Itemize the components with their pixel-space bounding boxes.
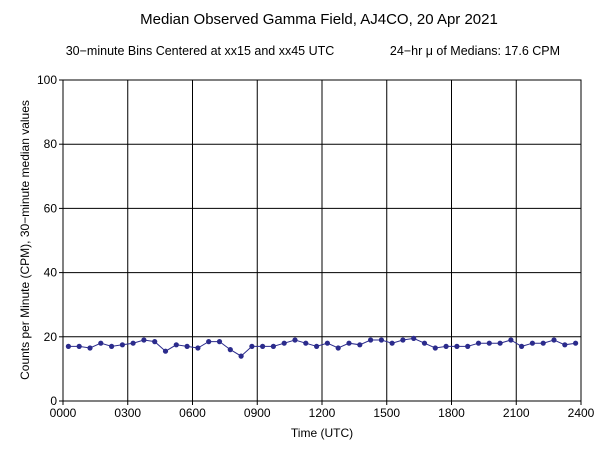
data-point [152, 339, 158, 345]
data-point [519, 343, 525, 349]
data-point [573, 340, 579, 346]
y-tick-label: 60 [44, 201, 58, 215]
data-point [400, 337, 406, 343]
data-point [130, 340, 136, 346]
data-point [443, 343, 449, 349]
grid-lines [63, 80, 581, 401]
x-tick-label: 2400 [568, 406, 595, 420]
data-point [281, 340, 287, 346]
data-point [346, 340, 352, 346]
series-median-cpm [65, 335, 579, 359]
data-point [421, 340, 428, 346]
data-point [216, 339, 223, 345]
data-point [98, 340, 104, 346]
data-point [497, 340, 503, 346]
data-point [195, 345, 201, 351]
data-point [76, 343, 82, 349]
chart-subtitle-bins: 30−minute Bins Centered at xx15 and xx45… [66, 44, 335, 58]
chart-title: Median Observed Gamma Field, AJ4CO, 20 A… [140, 11, 498, 28]
x-axis-ticks: 0000 0300 0600 0900 1200 1500 1800 2100 2400 [50, 401, 595, 420]
x-tick-label: 1800 [438, 406, 465, 420]
data-point [432, 345, 438, 351]
data-point [411, 335, 417, 341]
data-point [486, 340, 492, 346]
data-point [562, 342, 568, 348]
data-point [368, 337, 374, 343]
data-point [357, 342, 363, 348]
data-point [303, 340, 309, 346]
data-point [551, 337, 557, 343]
data-point [378, 337, 384, 343]
x-tick-label: 2100 [503, 406, 530, 420]
x-tick-label: 0000 [50, 406, 77, 420]
y-tick-label: 100 [37, 73, 57, 87]
data-point [292, 337, 298, 343]
data-point [162, 348, 169, 354]
data-point [529, 340, 536, 346]
data-point [227, 347, 233, 353]
data-point [119, 342, 125, 348]
x-tick-label: 1200 [309, 406, 336, 420]
y-tick-label: 0 [50, 394, 57, 408]
data-point [270, 343, 276, 349]
data-point [238, 353, 244, 359]
y-tick-label: 80 [44, 137, 58, 151]
data-point [540, 340, 546, 346]
y-axis-ticks: 0 20 40 60 80 100 [37, 73, 63, 408]
data-point [184, 343, 190, 349]
data-point [173, 342, 179, 348]
data-point [508, 337, 514, 343]
data-point [314, 343, 320, 349]
x-tick-label: 0300 [114, 406, 141, 420]
y-tick-label: 20 [44, 330, 58, 344]
data-point [141, 337, 147, 343]
data-point [389, 340, 395, 346]
data-point [465, 343, 471, 349]
data-point [87, 345, 93, 351]
x-axis-label: Time (UTC) [291, 426, 353, 440]
data-point [454, 343, 460, 349]
x-tick-label: 1500 [373, 406, 400, 420]
y-tick-label: 40 [44, 266, 58, 280]
data-point [260, 343, 266, 349]
data-point [206, 339, 212, 345]
data-point [65, 343, 71, 349]
x-tick-label: 0600 [179, 406, 206, 420]
data-point [475, 340, 482, 346]
chart-subtitle-mean: 24−hr μ of Medians: 17.6 CPM [390, 44, 560, 58]
x-tick-label: 0900 [244, 406, 271, 420]
data-point [324, 340, 330, 346]
y-axis-label: Counts per Minute (CPM), 30−minute media… [18, 100, 32, 380]
data-point [109, 343, 115, 349]
data-point [335, 345, 341, 351]
data-point [249, 343, 255, 349]
